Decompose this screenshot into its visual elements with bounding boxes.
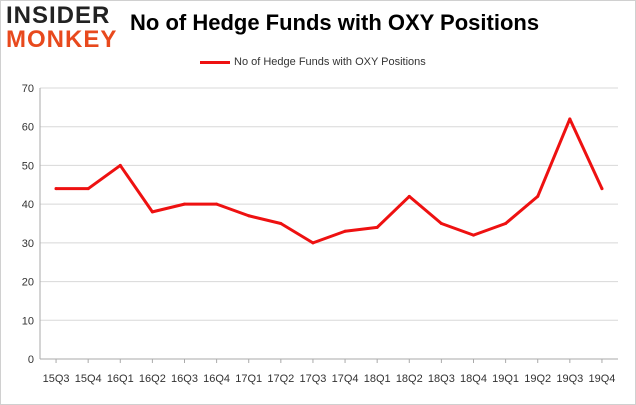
legend-line-swatch: [200, 60, 230, 64]
data-point: [504, 222, 508, 225]
x-tick-label: 17Q4: [332, 373, 359, 385]
data-point: [536, 194, 540, 198]
logo-text-top: INSIDER: [6, 2, 111, 29]
data-point: [279, 222, 283, 225]
x-tick-label: 16Q2: [139, 373, 166, 385]
x-tick-label: 18Q2: [396, 373, 423, 385]
y-tick-label: 10: [22, 315, 34, 327]
data-point: [439, 222, 443, 225]
axes: [39, 88, 618, 363]
logo-text-bottom: MONKEY: [6, 26, 118, 53]
y-tick-label: 60: [22, 122, 34, 134]
data-point: [247, 214, 251, 218]
y-tick-label: 40: [22, 199, 34, 211]
x-tick-label: 19Q1: [492, 373, 519, 385]
x-tick-label: 15Q4: [75, 373, 102, 385]
insider-monkey-logo: INSIDER MONKEY: [6, 2, 118, 53]
data-point: [343, 229, 347, 233]
x-tick-label: 18Q1: [364, 373, 391, 385]
data-point: [311, 241, 315, 245]
x-tick-labels: 15Q3 15Q4 16Q1 16Q2 16Q3 16Q4 17Q1 17Q2 17Q3 17Q4…: [43, 373, 616, 385]
y-tick-label: 0: [28, 354, 34, 366]
chart-title: No of Hedge Funds with OXY Positions: [130, 10, 540, 35]
data-point: [568, 117, 572, 121]
x-tick-label: 15Q3: [43, 373, 70, 385]
y-tick-labels: 0 10 20 30 40 50 60 70: [22, 83, 34, 366]
x-tick-label: 17Q3: [299, 373, 326, 385]
x-tick-label: 19Q2: [524, 373, 551, 385]
data-point: [600, 187, 604, 191]
x-tick-label: 19Q3: [556, 373, 583, 385]
data-point: [150, 210, 154, 214]
chart-legend: No of Hedge Funds with OXY Positions: [200, 54, 426, 70]
data-point: [183, 202, 186, 206]
y-tick-label: 30: [22, 238, 34, 250]
y-tick-label: 20: [22, 277, 34, 289]
x-tick-label: 16Q1: [107, 373, 134, 385]
data-point: [86, 187, 90, 191]
y-tick-label: 50: [22, 160, 34, 172]
data-point: [215, 202, 219, 206]
data-point: [375, 225, 379, 229]
data-point: [118, 163, 122, 167]
x-tick-label: 18Q4: [460, 373, 487, 385]
data-point: [54, 187, 58, 191]
x-tick-label: 16Q4: [203, 373, 230, 385]
data-point: [407, 194, 411, 198]
x-tick-label: 16Q3: [171, 373, 198, 385]
x-tick-label: 18Q3: [428, 373, 455, 385]
x-tick-label: 17Q1: [235, 373, 262, 385]
series-lines: [54, 117, 604, 245]
legend-label: No of Hedge Funds with OXY Positions: [234, 56, 426, 68]
gridlines: [40, 87, 618, 321]
data-point: [472, 233, 475, 237]
x-tick-label: 17Q2: [267, 373, 294, 385]
x-tick-label: 19Q4: [588, 373, 615, 385]
series-line: [54, 117, 604, 245]
y-tick-label: 70: [22, 83, 34, 95]
